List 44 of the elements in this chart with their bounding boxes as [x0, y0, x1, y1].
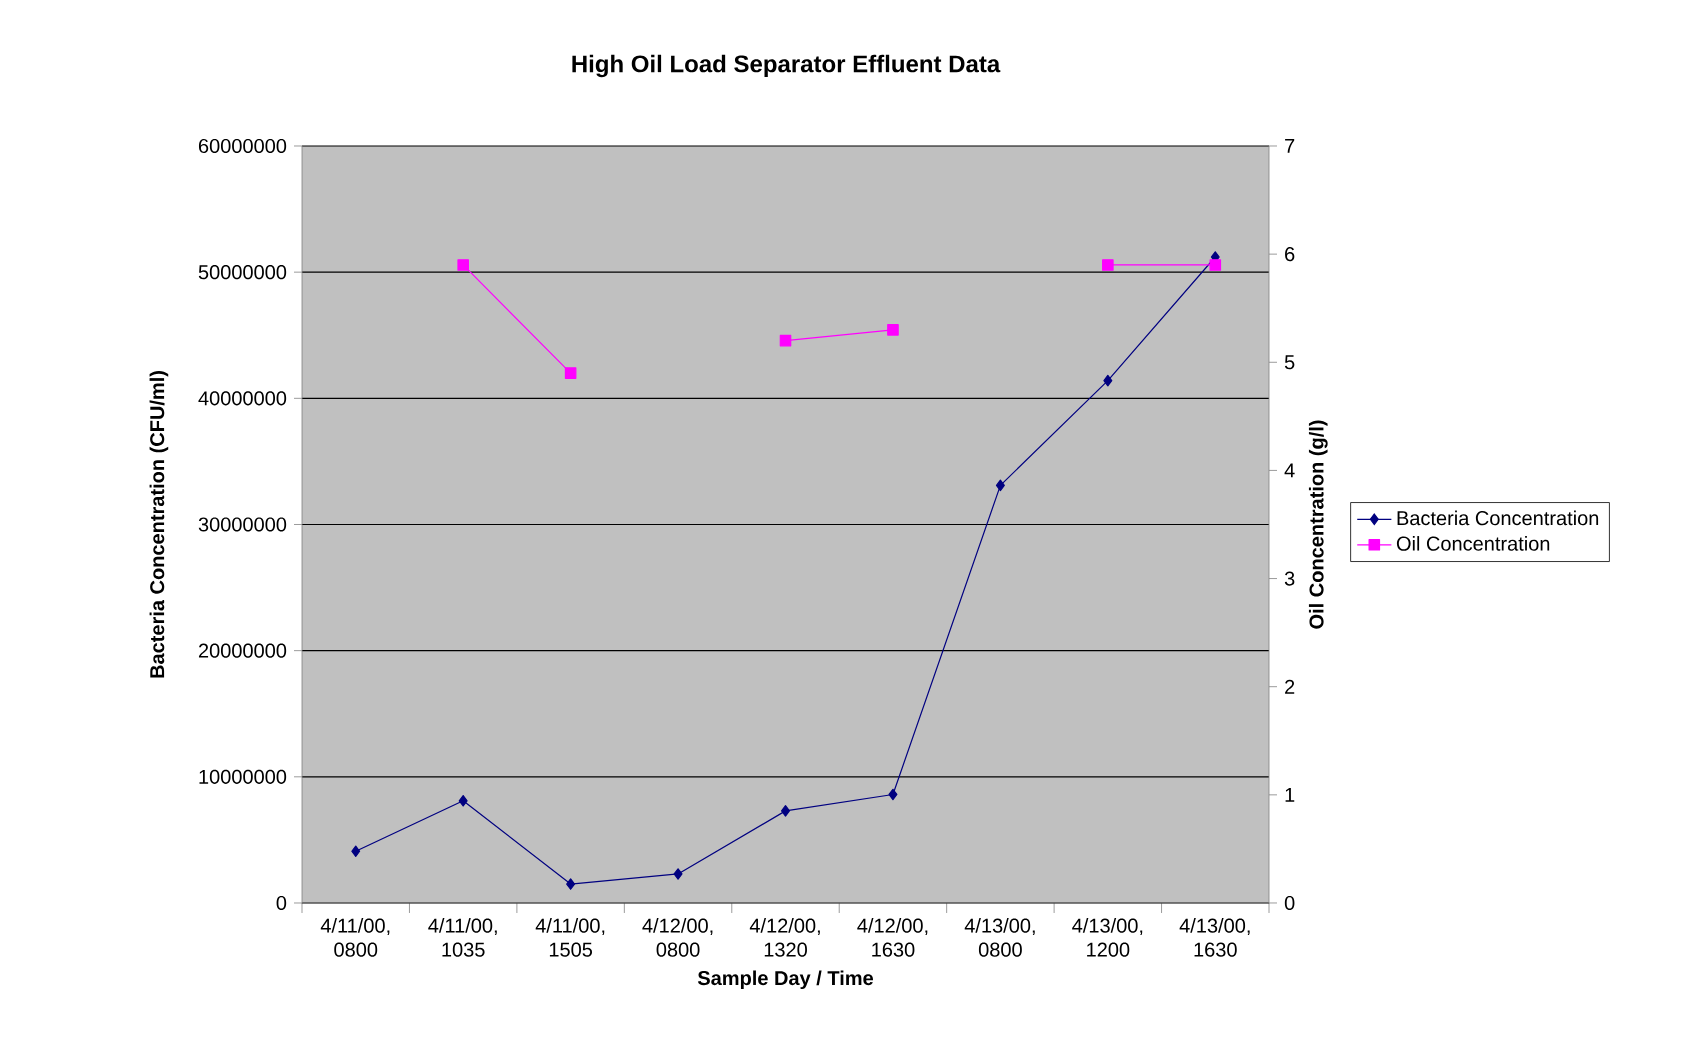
y-tick-label: 50000000 — [198, 265, 287, 280]
point — [995, 479, 1005, 492]
y-tick-label: 10000000 — [199, 769, 287, 784]
y2-tick-label: 0 — [1284, 895, 1295, 911]
y2-tick-label: 2 — [1285, 679, 1295, 694]
point — [673, 868, 683, 880]
x-tick-label: 4/12/00, 0800 — [642, 918, 713, 957]
legend-label: Bacteria Concentration — [1397, 510, 1599, 526]
y2-tick-label: 4 — [1284, 463, 1295, 478]
point — [779, 334, 792, 347]
point — [781, 805, 791, 817]
x-tick-label: 4/13/00, 1630 — [1179, 918, 1250, 957]
point — [888, 788, 898, 801]
y-tick-label: 20000000 — [198, 643, 287, 658]
x-tick-label: 4/11/00, 1505 — [535, 918, 605, 957]
x-tick-label: 4/13/00, 1200 — [1072, 918, 1143, 957]
y-tick-label: 30000000 — [198, 517, 287, 532]
y-tick-label: 60000000 — [198, 138, 287, 154]
y2-tick-label: 7 — [1285, 139, 1295, 153]
point — [458, 794, 468, 807]
y2-axis-title: Oil Concentration (g/l) — [1308, 420, 1328, 629]
point — [887, 324, 899, 336]
point — [564, 367, 577, 379]
x-tick-label: 4/12/00, 1320 — [749, 918, 820, 957]
y2-tick-label: 1 — [1285, 787, 1295, 802]
point — [351, 845, 361, 858]
x-tick-label: 4/11/00, 0800 — [320, 918, 390, 957]
y-tick-label: 0 — [276, 895, 287, 911]
x-tick-label: 4/12/00, 1630 — [857, 918, 928, 957]
point — [566, 878, 576, 890]
y2-tick-label: 5 — [1284, 355, 1295, 370]
point — [1103, 374, 1113, 387]
y-axis-title: Bacteria Concentration (CFU/ml) — [149, 371, 169, 678]
x-tick-label: 4/13/00, 0800 — [964, 918, 1035, 957]
point — [457, 259, 469, 271]
y-tick-label: 40000000 — [198, 391, 287, 406]
x-axis-title: Sample Day / Time — [697, 970, 874, 990]
point — [1102, 259, 1114, 271]
y2-tick-label: 6 — [1285, 247, 1295, 262]
legend-label: Oil Concentration — [1396, 536, 1550, 551]
chart-title: High Oil Load Separator Effluent Data — [572, 54, 1001, 78]
point — [1209, 259, 1222, 271]
x-tick-label: 4/11/00, 1035 — [428, 918, 497, 957]
y2-tick-label: 3 — [1284, 571, 1295, 586]
